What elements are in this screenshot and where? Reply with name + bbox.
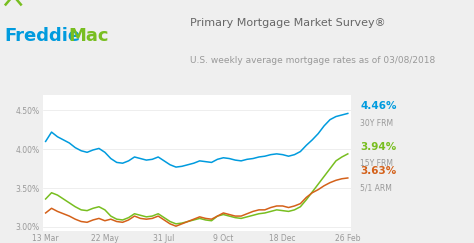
Text: 4.46%: 4.46% <box>360 101 397 111</box>
Text: Freddie: Freddie <box>5 27 81 45</box>
Text: 3.94%: 3.94% <box>360 142 396 152</box>
Text: Mac: Mac <box>69 27 109 45</box>
Text: 30Y FRM: 30Y FRM <box>360 119 393 128</box>
Text: U.S. weekly average mortgage rates as of 03/08/2018: U.S. weekly average mortgage rates as of… <box>190 56 435 65</box>
Text: 3.63%: 3.63% <box>360 166 396 176</box>
Text: 5/1 ARM: 5/1 ARM <box>360 183 392 192</box>
Text: Primary Mortgage Market Survey®: Primary Mortgage Market Survey® <box>190 18 385 28</box>
Text: 15Y FRM: 15Y FRM <box>360 159 393 168</box>
